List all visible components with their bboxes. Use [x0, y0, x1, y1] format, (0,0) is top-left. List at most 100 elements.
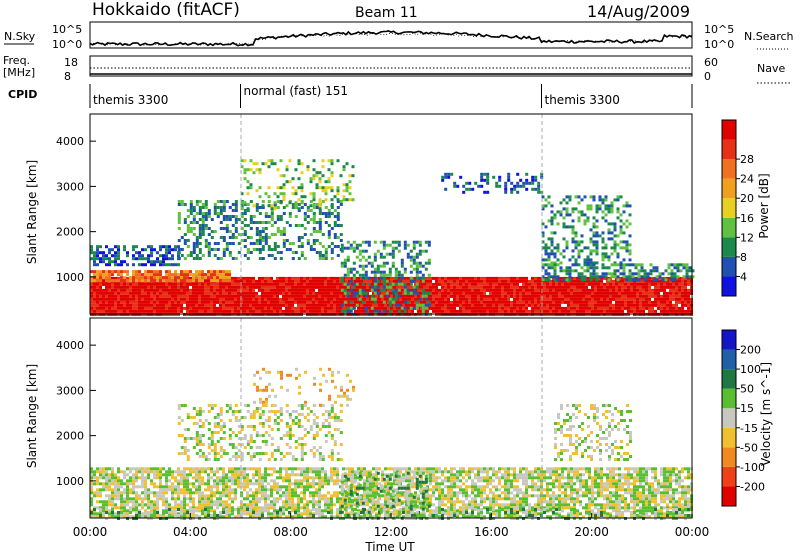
scatter-cell — [291, 206, 295, 209]
scatter-cell — [498, 175, 502, 179]
scatter-cell — [285, 309, 288, 313]
scatter-cell — [601, 201, 605, 205]
scatter-cell — [321, 288, 324, 292]
scatter-cell — [691, 275, 695, 279]
scatter-cell — [450, 303, 453, 307]
scatter-cell — [687, 309, 690, 313]
scatter-cell — [393, 309, 396, 313]
scatter-cell — [129, 306, 132, 310]
scatter-cell — [495, 297, 498, 301]
scatter-cell — [246, 294, 249, 298]
scatter-cell — [237, 467, 240, 471]
scatter-cell — [624, 294, 627, 298]
scatter-cell — [453, 303, 456, 307]
scatter-cell — [249, 294, 252, 298]
scatter-cell — [624, 288, 627, 292]
scatter-cell — [177, 273, 180, 277]
scatter-cell — [363, 297, 366, 301]
scatter-cell — [195, 479, 198, 483]
scatter-cell — [312, 279, 315, 283]
scatter-cell — [627, 291, 630, 295]
scatter-cell — [621, 288, 624, 292]
scatter-cell — [93, 260, 96, 264]
scatter-cell — [114, 297, 117, 301]
scatter-cell — [654, 288, 657, 292]
scatter-cell — [678, 279, 681, 283]
scatter-cell — [388, 267, 392, 271]
scatter-cell — [550, 263, 554, 267]
scatter-cell — [180, 491, 183, 495]
scatter-cell — [609, 282, 612, 286]
scatter-cell — [90, 500, 93, 504]
scatter-cell — [165, 479, 168, 483]
scatter-cell — [150, 273, 153, 277]
scatter-cell — [198, 236, 202, 239]
scatter-cell — [609, 279, 612, 283]
scatter-cell — [321, 254, 325, 257]
scatter-cell — [540, 285, 543, 289]
scatter-cell — [198, 288, 201, 292]
scatter-cell — [231, 257, 235, 260]
scatter-cell — [450, 306, 453, 310]
scatter-cell — [474, 276, 477, 280]
scatter-cell — [300, 254, 304, 257]
scatter-cell — [108, 251, 111, 255]
scatter-cell — [444, 175, 448, 179]
scatter-cell — [255, 285, 258, 289]
scatter-cell — [312, 168, 316, 172]
scatter-cell — [195, 488, 198, 492]
scatter-cell — [111, 303, 114, 307]
scatter-cell — [174, 306, 177, 310]
scatter-cell — [486, 294, 489, 298]
scatter-cell — [619, 195, 623, 199]
scatter-cell — [114, 309, 117, 313]
scatter-cell — [558, 285, 561, 289]
scatter-cell — [279, 159, 283, 163]
scatter-cell — [625, 275, 629, 279]
scatter-cell — [324, 180, 328, 184]
scatter-cell — [376, 309, 380, 313]
scatter-cell — [543, 279, 546, 283]
scatter-cell — [249, 291, 252, 295]
scatter-cell — [525, 172, 529, 176]
scatter-cell — [96, 257, 99, 261]
scatter-cell — [684, 288, 687, 292]
scatter-cell — [168, 291, 171, 295]
scatter-cell — [372, 282, 375, 286]
scatter-cell — [123, 488, 126, 492]
scatter-cell — [258, 288, 261, 292]
scatter-cell — [610, 210, 614, 214]
scatter-cell — [231, 306, 234, 310]
scatter-cell — [474, 285, 477, 289]
scatter-cell — [516, 300, 519, 304]
scatter-cell — [270, 288, 273, 292]
scatter-cell — [595, 210, 599, 214]
scatter-cell — [549, 309, 552, 313]
scatter-cell — [96, 273, 99, 277]
freq-panel: Freq. [MHz] 18 8 60 0 Nave — [3, 54, 790, 84]
scatter-cell — [607, 222, 611, 226]
scatter-cell — [400, 261, 404, 265]
scatter-cell — [177, 263, 180, 267]
scatter-cell — [255, 230, 259, 233]
scatter-cell — [549, 282, 552, 286]
scatter-cell — [468, 285, 471, 289]
scatter-cell — [132, 288, 135, 292]
scatter-cell — [468, 306, 471, 310]
scatter-cell — [372, 300, 375, 304]
scatter-cell — [669, 291, 672, 295]
scatter-cell — [553, 213, 557, 217]
scatter-cell — [556, 210, 560, 214]
scatter-cell — [504, 279, 507, 283]
scatter-cell — [309, 297, 312, 301]
scatter-cell — [571, 269, 575, 273]
scatter-cell — [444, 285, 447, 289]
scatter-cell — [613, 246, 617, 250]
scatter-cell — [345, 294, 348, 298]
scatter-cell — [358, 288, 362, 292]
scatter-cell — [246, 236, 250, 239]
scatter-cell — [327, 300, 330, 304]
scatter-cell — [547, 258, 551, 262]
scatter-cell — [234, 291, 237, 295]
scatter-cell — [222, 288, 225, 292]
